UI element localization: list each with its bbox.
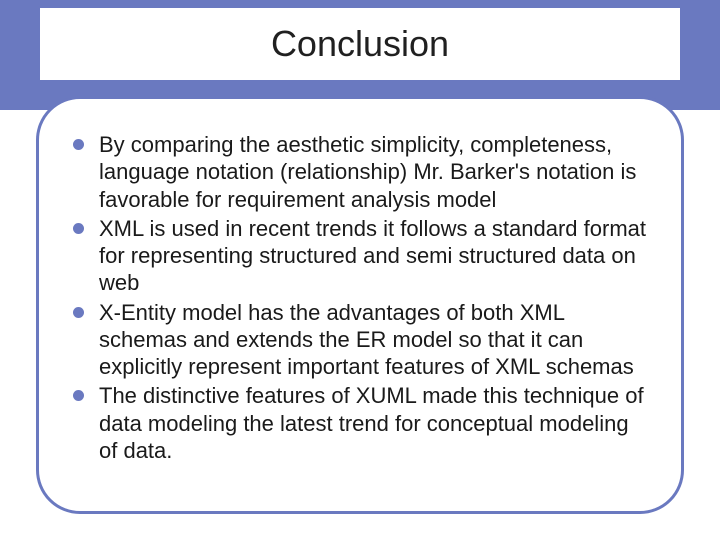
list-item: The distinctive features of XUML made th… xyxy=(71,382,653,464)
slide-title: Conclusion xyxy=(271,23,449,65)
list-item: X-Entity model has the advantages of bot… xyxy=(71,299,653,381)
list-item: By comparing the aesthetic simplicity, c… xyxy=(71,131,653,213)
title-box: Conclusion xyxy=(40,8,680,80)
content-frame: By comparing the aesthetic simplicity, c… xyxy=(36,96,684,514)
bullet-list: By comparing the aesthetic simplicity, c… xyxy=(71,131,653,464)
list-item: XML is used in recent trends it follows … xyxy=(71,215,653,297)
